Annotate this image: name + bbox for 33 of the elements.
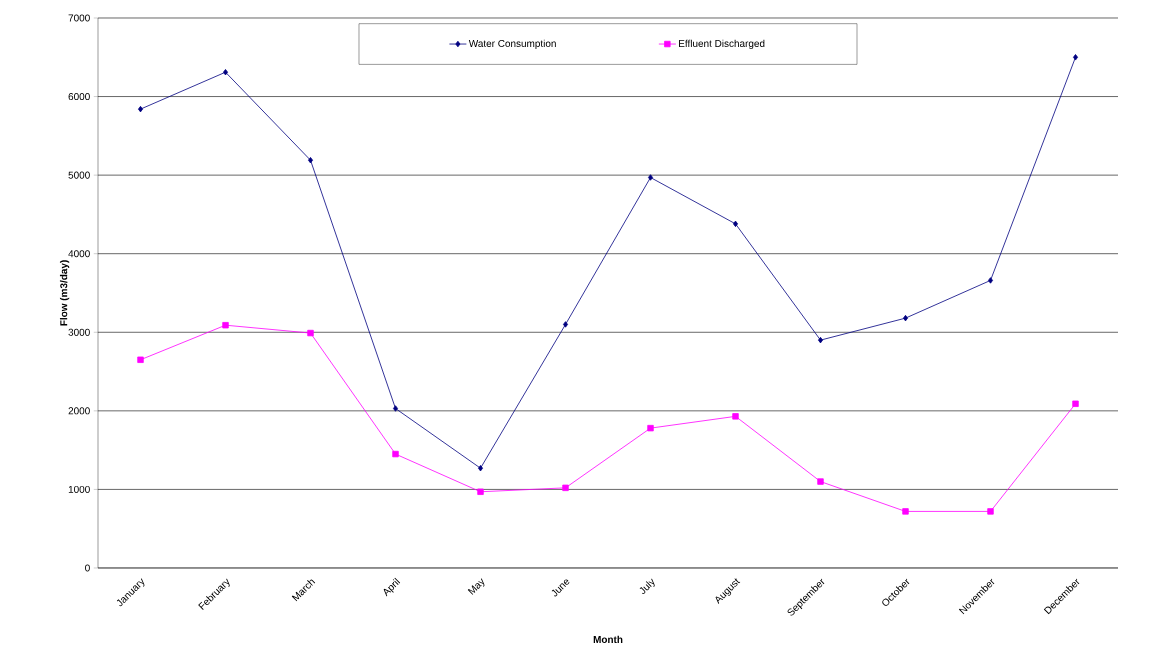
x-tick-label: July [639, 578, 655, 595]
point [478, 465, 483, 472]
y-axis-title: Flow (m3/day) [59, 260, 70, 326]
point [987, 508, 994, 515]
y-tick-label: 5000 [68, 171, 90, 179]
point [1072, 400, 1079, 407]
point [307, 329, 314, 337]
y-tick-label: 6000 [68, 93, 90, 101]
point [988, 277, 993, 284]
point [137, 356, 144, 363]
y-tick-label: 0 [85, 564, 90, 572]
point [562, 484, 569, 492]
point [732, 413, 739, 420]
y-tick-label: 4000 [68, 250, 90, 258]
y-tick-label: 1000 [68, 485, 90, 493]
point [222, 322, 229, 329]
point [223, 69, 228, 76]
point [308, 157, 313, 164]
point [563, 321, 568, 328]
y-tick-label: 7000 [68, 14, 90, 22]
y-tick-label: 3000 [68, 328, 90, 336]
point [1073, 54, 1078, 61]
point [477, 488, 484, 495]
legend-label: Water Consumption [468, 39, 556, 49]
point [393, 405, 398, 412]
y-tick-label: 2000 [68, 407, 90, 415]
point [817, 478, 824, 485]
x-axis-title: Month [593, 635, 623, 644]
point [647, 424, 654, 432]
point [392, 450, 399, 458]
point [902, 508, 909, 515]
point [648, 174, 653, 181]
legend-label: Effluent Discharged [679, 39, 765, 49]
